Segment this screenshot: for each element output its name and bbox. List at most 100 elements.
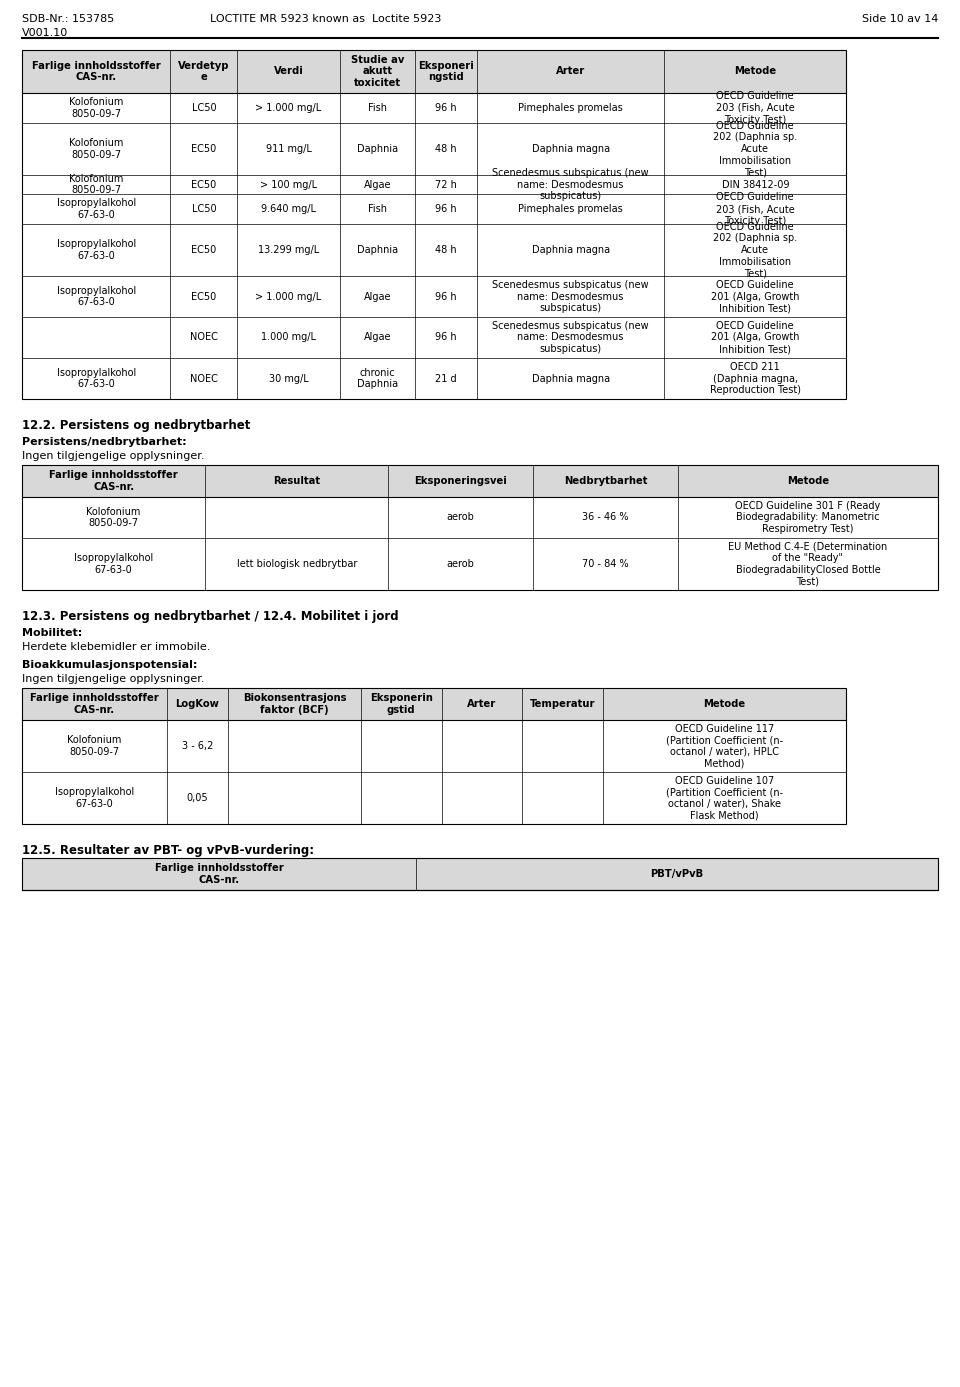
Text: aerob: aerob <box>446 513 474 523</box>
Text: EC50: EC50 <box>191 144 216 154</box>
Text: OECD Guideline
203 (Fish, Acute
Toxicity Test): OECD Guideline 203 (Fish, Acute Toxicity… <box>716 92 795 125</box>
Text: 30 mg/L: 30 mg/L <box>269 373 308 383</box>
Text: OECD Guideline
201 (Alga, Growth
Inhibition Test): OECD Guideline 201 (Alga, Growth Inhibit… <box>711 320 800 354</box>
Text: > 100 mg/L: > 100 mg/L <box>260 179 317 190</box>
Text: 0,05: 0,05 <box>186 793 208 803</box>
Text: 12.3. Persistens og nedbrytbarhet / 12.4. Mobilitet i jord: 12.3. Persistens og nedbrytbarhet / 12.4… <box>22 610 398 623</box>
Text: Mobilitet:: Mobilitet: <box>22 628 83 638</box>
Text: 12.5. Resultater av PBT- og vPvB-vurdering:: 12.5. Resultater av PBT- og vPvB-vurderi… <box>22 845 314 857</box>
Text: Daphnia: Daphnia <box>357 144 398 154</box>
Text: aerob: aerob <box>446 559 474 569</box>
Bar <box>22 688 847 720</box>
Text: Daphnia magna: Daphnia magna <box>532 373 610 383</box>
Text: SDB-Nr.: 153785: SDB-Nr.: 153785 <box>22 14 114 24</box>
Text: LogKow: LogKow <box>176 699 219 709</box>
Bar <box>22 859 938 890</box>
Text: 96 h: 96 h <box>435 103 457 112</box>
Text: Daphnia magna: Daphnia magna <box>532 245 610 255</box>
Text: LOCTITE MR 5923 known as  Loctite 5923: LOCTITE MR 5923 known as Loctite 5923 <box>210 14 442 24</box>
Text: Arter: Arter <box>468 699 496 709</box>
Text: Daphnia: Daphnia <box>357 245 398 255</box>
Text: Farlige innholdsstoffer
CAS-nr.: Farlige innholdsstoffer CAS-nr. <box>32 61 160 82</box>
Text: Isopropylalkohol
67-63-0: Isopropylalkohol 67-63-0 <box>74 553 154 574</box>
Text: 96 h: 96 h <box>435 204 457 214</box>
Text: Kolofonium
8050-09-7: Kolofonium 8050-09-7 <box>69 97 124 119</box>
Text: 21 d: 21 d <box>435 373 457 383</box>
Text: Eksponerin
gstid: Eksponerin gstid <box>370 694 433 714</box>
Text: LC50: LC50 <box>191 204 216 214</box>
Text: 36 - 46 %: 36 - 46 % <box>583 513 629 523</box>
Text: Verdetyp
e: Verdetyp e <box>178 61 229 82</box>
Text: Biokonsentrasjons
faktor (BCF): Biokonsentrasjons faktor (BCF) <box>243 694 347 714</box>
Text: Ingen tilgjengelige opplysninger.: Ingen tilgjengelige opplysninger. <box>22 674 204 684</box>
Text: Studie av
akutt
toxicitet: Studie av akutt toxicitet <box>350 55 404 89</box>
Text: Daphnia magna: Daphnia magna <box>532 144 610 154</box>
Text: Isopropylalkohol
67-63-0: Isopropylalkohol 67-63-0 <box>55 788 134 809</box>
Text: Isopropylalkohol
67-63-0: Isopropylalkohol 67-63-0 <box>57 286 135 308</box>
Text: Metode: Metode <box>734 67 777 76</box>
Text: EC50: EC50 <box>191 291 216 301</box>
Text: chronic
Daphnia: chronic Daphnia <box>357 368 398 390</box>
Text: OECD Guideline
201 (Alga, Growth
Inhibition Test): OECD Guideline 201 (Alga, Growth Inhibit… <box>711 280 800 313</box>
Text: Metode: Metode <box>787 476 829 485</box>
Text: Fish: Fish <box>368 204 387 214</box>
Text: Side 10 av 14: Side 10 av 14 <box>862 14 938 24</box>
Text: 911 mg/L: 911 mg/L <box>266 144 311 154</box>
Text: Resultat: Resultat <box>274 476 321 485</box>
Text: Pimephales promelas: Pimephales promelas <box>518 103 623 112</box>
Bar <box>22 859 938 890</box>
Text: Bioakkumulasjonspotensial:: Bioakkumulasjonspotensial: <box>22 660 198 670</box>
Text: 13.299 mg/L: 13.299 mg/L <box>258 245 319 255</box>
Text: Kolofonium
8050-09-7: Kolofonium 8050-09-7 <box>86 506 141 528</box>
Text: Fish: Fish <box>368 103 387 112</box>
Text: Arter: Arter <box>556 67 586 76</box>
Text: 96 h: 96 h <box>435 333 457 343</box>
Bar <box>22 465 938 497</box>
Text: Temperatur: Temperatur <box>530 699 595 709</box>
Text: NOEC: NOEC <box>190 373 218 383</box>
Text: 48 h: 48 h <box>435 245 457 255</box>
Text: EC50: EC50 <box>191 245 216 255</box>
Bar <box>22 688 847 824</box>
Text: OECD Guideline 117
(Partition Coefficient (n-
octanol / water), HPLC
Method): OECD Guideline 117 (Partition Coefficien… <box>666 724 783 768</box>
Bar <box>22 465 938 589</box>
Text: Kolofonium
8050-09-7: Kolofonium 8050-09-7 <box>67 735 122 757</box>
Text: DIN 38412-09: DIN 38412-09 <box>722 179 789 190</box>
Text: Farlige innholdsstoffer
CAS-nr.: Farlige innholdsstoffer CAS-nr. <box>49 470 178 492</box>
Text: OECD Guideline
202 (Daphnia sp.
Acute
Immobilisation
Test): OECD Guideline 202 (Daphnia sp. Acute Im… <box>713 121 798 178</box>
Text: LC50: LC50 <box>191 103 216 112</box>
Text: V001.10: V001.10 <box>22 28 68 37</box>
Text: Isopropylalkohol
67-63-0: Isopropylalkohol 67-63-0 <box>57 239 135 261</box>
Text: Pimephales promelas: Pimephales promelas <box>518 204 623 214</box>
Text: Scenedesmus subspicatus (new
name: Desmodesmus
subspicatus): Scenedesmus subspicatus (new name: Desmo… <box>492 168 649 201</box>
Text: Scenedesmus subspicatus (new
name: Desmodesmus
subspicatus): Scenedesmus subspicatus (new name: Desmo… <box>492 280 649 313</box>
Text: > 1.000 mg/L: > 1.000 mg/L <box>255 291 322 301</box>
Text: 72 h: 72 h <box>435 179 457 190</box>
Text: 1.000 mg/L: 1.000 mg/L <box>261 333 316 343</box>
Text: OECD Guideline 107
(Partition Coefficient (n-
octanol / water), Shake
Flask Meth: OECD Guideline 107 (Partition Coefficien… <box>666 775 783 820</box>
Text: Persistens/nedbrytbarhet:: Persistens/nedbrytbarhet: <box>22 437 186 447</box>
Text: Metode: Metode <box>704 699 746 709</box>
Text: > 1.000 mg/L: > 1.000 mg/L <box>255 103 322 112</box>
Text: OECD Guideline
203 (Fish, Acute
Toxicity Test): OECD Guideline 203 (Fish, Acute Toxicity… <box>716 193 795 226</box>
Text: 48 h: 48 h <box>435 144 457 154</box>
Text: Eksponeri
ngstid: Eksponeri ngstid <box>419 61 474 82</box>
Text: Herdete klebemidler er immobile.: Herdete klebemidler er immobile. <box>22 642 210 652</box>
Text: Kolofonium
8050-09-7: Kolofonium 8050-09-7 <box>69 139 124 160</box>
Text: lett biologisk nedbrytbar: lett biologisk nedbrytbar <box>236 559 357 569</box>
Bar <box>22 50 847 399</box>
Text: Algae: Algae <box>364 291 391 301</box>
Text: OECD 211
(Daphnia magna,
Reproduction Test): OECD 211 (Daphnia magna, Reproduction Te… <box>709 362 801 395</box>
Text: OECD Guideline 301 F (Ready
Biodegradability: Manometric
Respirometry Test): OECD Guideline 301 F (Ready Biodegradabi… <box>735 501 880 534</box>
Text: Ingen tilgjengelige opplysninger.: Ingen tilgjengelige opplysninger. <box>22 451 204 460</box>
Text: Isopropylalkohol
67-63-0: Isopropylalkohol 67-63-0 <box>57 198 135 219</box>
Text: 3 - 6,2: 3 - 6,2 <box>181 741 213 750</box>
Text: PBT/vPvB: PBT/vPvB <box>650 870 704 879</box>
Text: Farlige innholdsstoffer
CAS-nr.: Farlige innholdsstoffer CAS-nr. <box>30 694 158 714</box>
Text: Eksponeringsvei: Eksponeringsvei <box>415 476 507 485</box>
Text: 12.2. Persistens og nedbrytbarhet: 12.2. Persistens og nedbrytbarhet <box>22 419 251 431</box>
Bar <box>22 50 847 93</box>
Text: Algae: Algae <box>364 333 391 343</box>
Text: EU Method C.4-E (Determination
of the "Ready"
BiodegradabilityClosed Bottle
Test: EU Method C.4-E (Determination of the "R… <box>729 541 888 587</box>
Text: Algae: Algae <box>364 179 391 190</box>
